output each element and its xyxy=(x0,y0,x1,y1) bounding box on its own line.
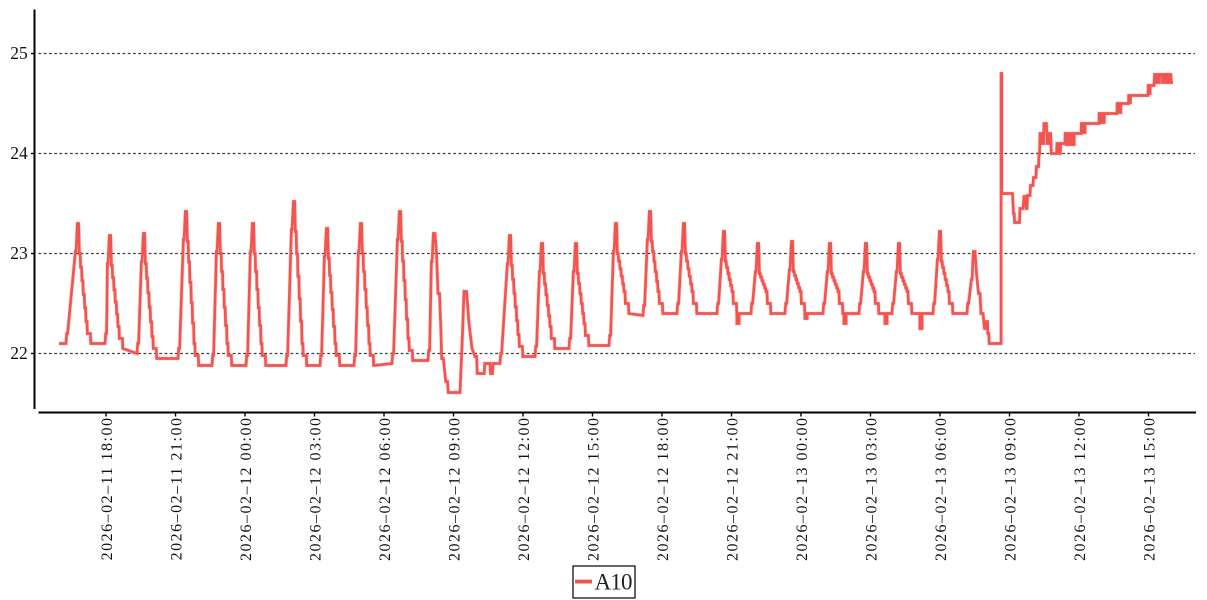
svg-text:A10: A10 xyxy=(595,570,633,595)
svg-text:2026–02–13 00:00: 2026–02–13 00:00 xyxy=(794,417,811,561)
svg-text:2026–02–12 12:00: 2026–02–12 12:00 xyxy=(516,417,533,561)
svg-text:2026–02–12 18:00: 2026–02–12 18:00 xyxy=(655,417,672,561)
svg-text:2026–02–12 21:00: 2026–02–12 21:00 xyxy=(724,417,741,561)
svg-text:2026–02–13 12:00: 2026–02–13 12:00 xyxy=(1072,417,1089,561)
svg-text:2026–02–12 00:00: 2026–02–12 00:00 xyxy=(238,417,255,561)
svg-text:22: 22 xyxy=(10,343,28,363)
svg-text:25: 25 xyxy=(10,43,28,63)
svg-text:2026–02–11 18:00: 2026–02–11 18:00 xyxy=(99,417,116,561)
svg-text:2026–02–13 06:00: 2026–02–13 06:00 xyxy=(933,417,950,561)
svg-text:2026–02–12 06:00: 2026–02–12 06:00 xyxy=(377,417,394,561)
svg-text:2026–02–12 15:00: 2026–02–12 15:00 xyxy=(585,417,602,561)
svg-text:2026–02–12 09:00: 2026–02–12 09:00 xyxy=(446,417,463,561)
svg-text:23: 23 xyxy=(10,243,28,263)
svg-text:2026–02–13 15:00: 2026–02–13 15:00 xyxy=(1141,417,1158,561)
svg-text:2026–02–12 03:00: 2026–02–12 03:00 xyxy=(307,417,324,561)
svg-text:2026–02–13 09:00: 2026–02–13 09:00 xyxy=(1002,417,1019,561)
svg-text:24: 24 xyxy=(10,143,28,163)
svg-text:2026–02–11 21:00: 2026–02–11 21:00 xyxy=(168,417,185,561)
svg-text:2026–02–13 03:00: 2026–02–13 03:00 xyxy=(863,417,880,561)
